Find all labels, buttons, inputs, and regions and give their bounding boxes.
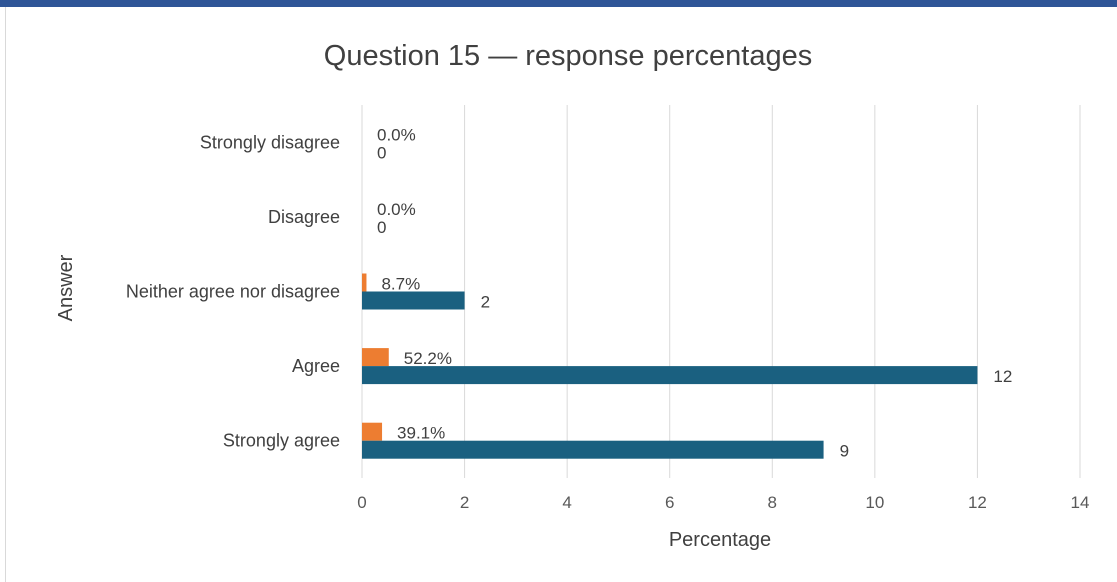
x-tick-label: 10: [865, 493, 884, 512]
category-labels: Strongly disagree Disagree Neither agree n…: [126, 132, 340, 450]
category-label: Strongly agree: [223, 431, 340, 451]
x-tick-label: 0: [357, 493, 366, 512]
bar: [362, 440, 824, 459]
bars: [362, 273, 978, 459]
bar: [362, 366, 978, 385]
data-label: 0.0%: [377, 125, 416, 144]
data-label: 0: [377, 218, 386, 237]
bar: [362, 422, 383, 441]
x-tick-label: 4: [562, 493, 571, 512]
data-labels: 0.0% 0.0% 8.7% 52.2% 39.1% 0 0 2 12 9: [377, 125, 1012, 460]
window-left-edge: [0, 7, 6, 582]
bar: [362, 291, 465, 310]
x-tick-label: 2: [460, 493, 469, 512]
y-axis-label: Answer: [55, 254, 77, 321]
data-label: 39.1%: [397, 424, 445, 443]
data-label: 0.0%: [377, 200, 416, 219]
bar: [362, 273, 367, 292]
category-label: Strongly disagree: [200, 132, 340, 152]
gridlines: [361, 105, 1081, 478]
data-label: 52.2%: [404, 349, 452, 368]
data-label: 9: [840, 442, 849, 461]
x-tick-label: 14: [1071, 493, 1090, 512]
x-tick-label: 8: [768, 493, 777, 512]
chart-title: Question 15 — response percentages: [324, 40, 812, 72]
x-tick-label: 6: [665, 493, 674, 512]
data-label: 2: [481, 293, 490, 312]
category-label: Neither agree nor disagree: [126, 282, 340, 302]
bar: [362, 348, 389, 367]
data-label: 8.7%: [381, 275, 420, 294]
window-top-bar: [0, 0, 1117, 7]
x-tick-label: 12: [968, 493, 987, 512]
x-axis-label: Percentage: [669, 529, 771, 551]
x-tick-labels: 0 2 4 6 8 10 12 14: [357, 493, 1089, 512]
category-label: Agree: [292, 356, 340, 376]
data-label: 12: [993, 367, 1012, 386]
data-label: 0: [377, 143, 386, 162]
category-label: Disagree: [268, 207, 340, 227]
